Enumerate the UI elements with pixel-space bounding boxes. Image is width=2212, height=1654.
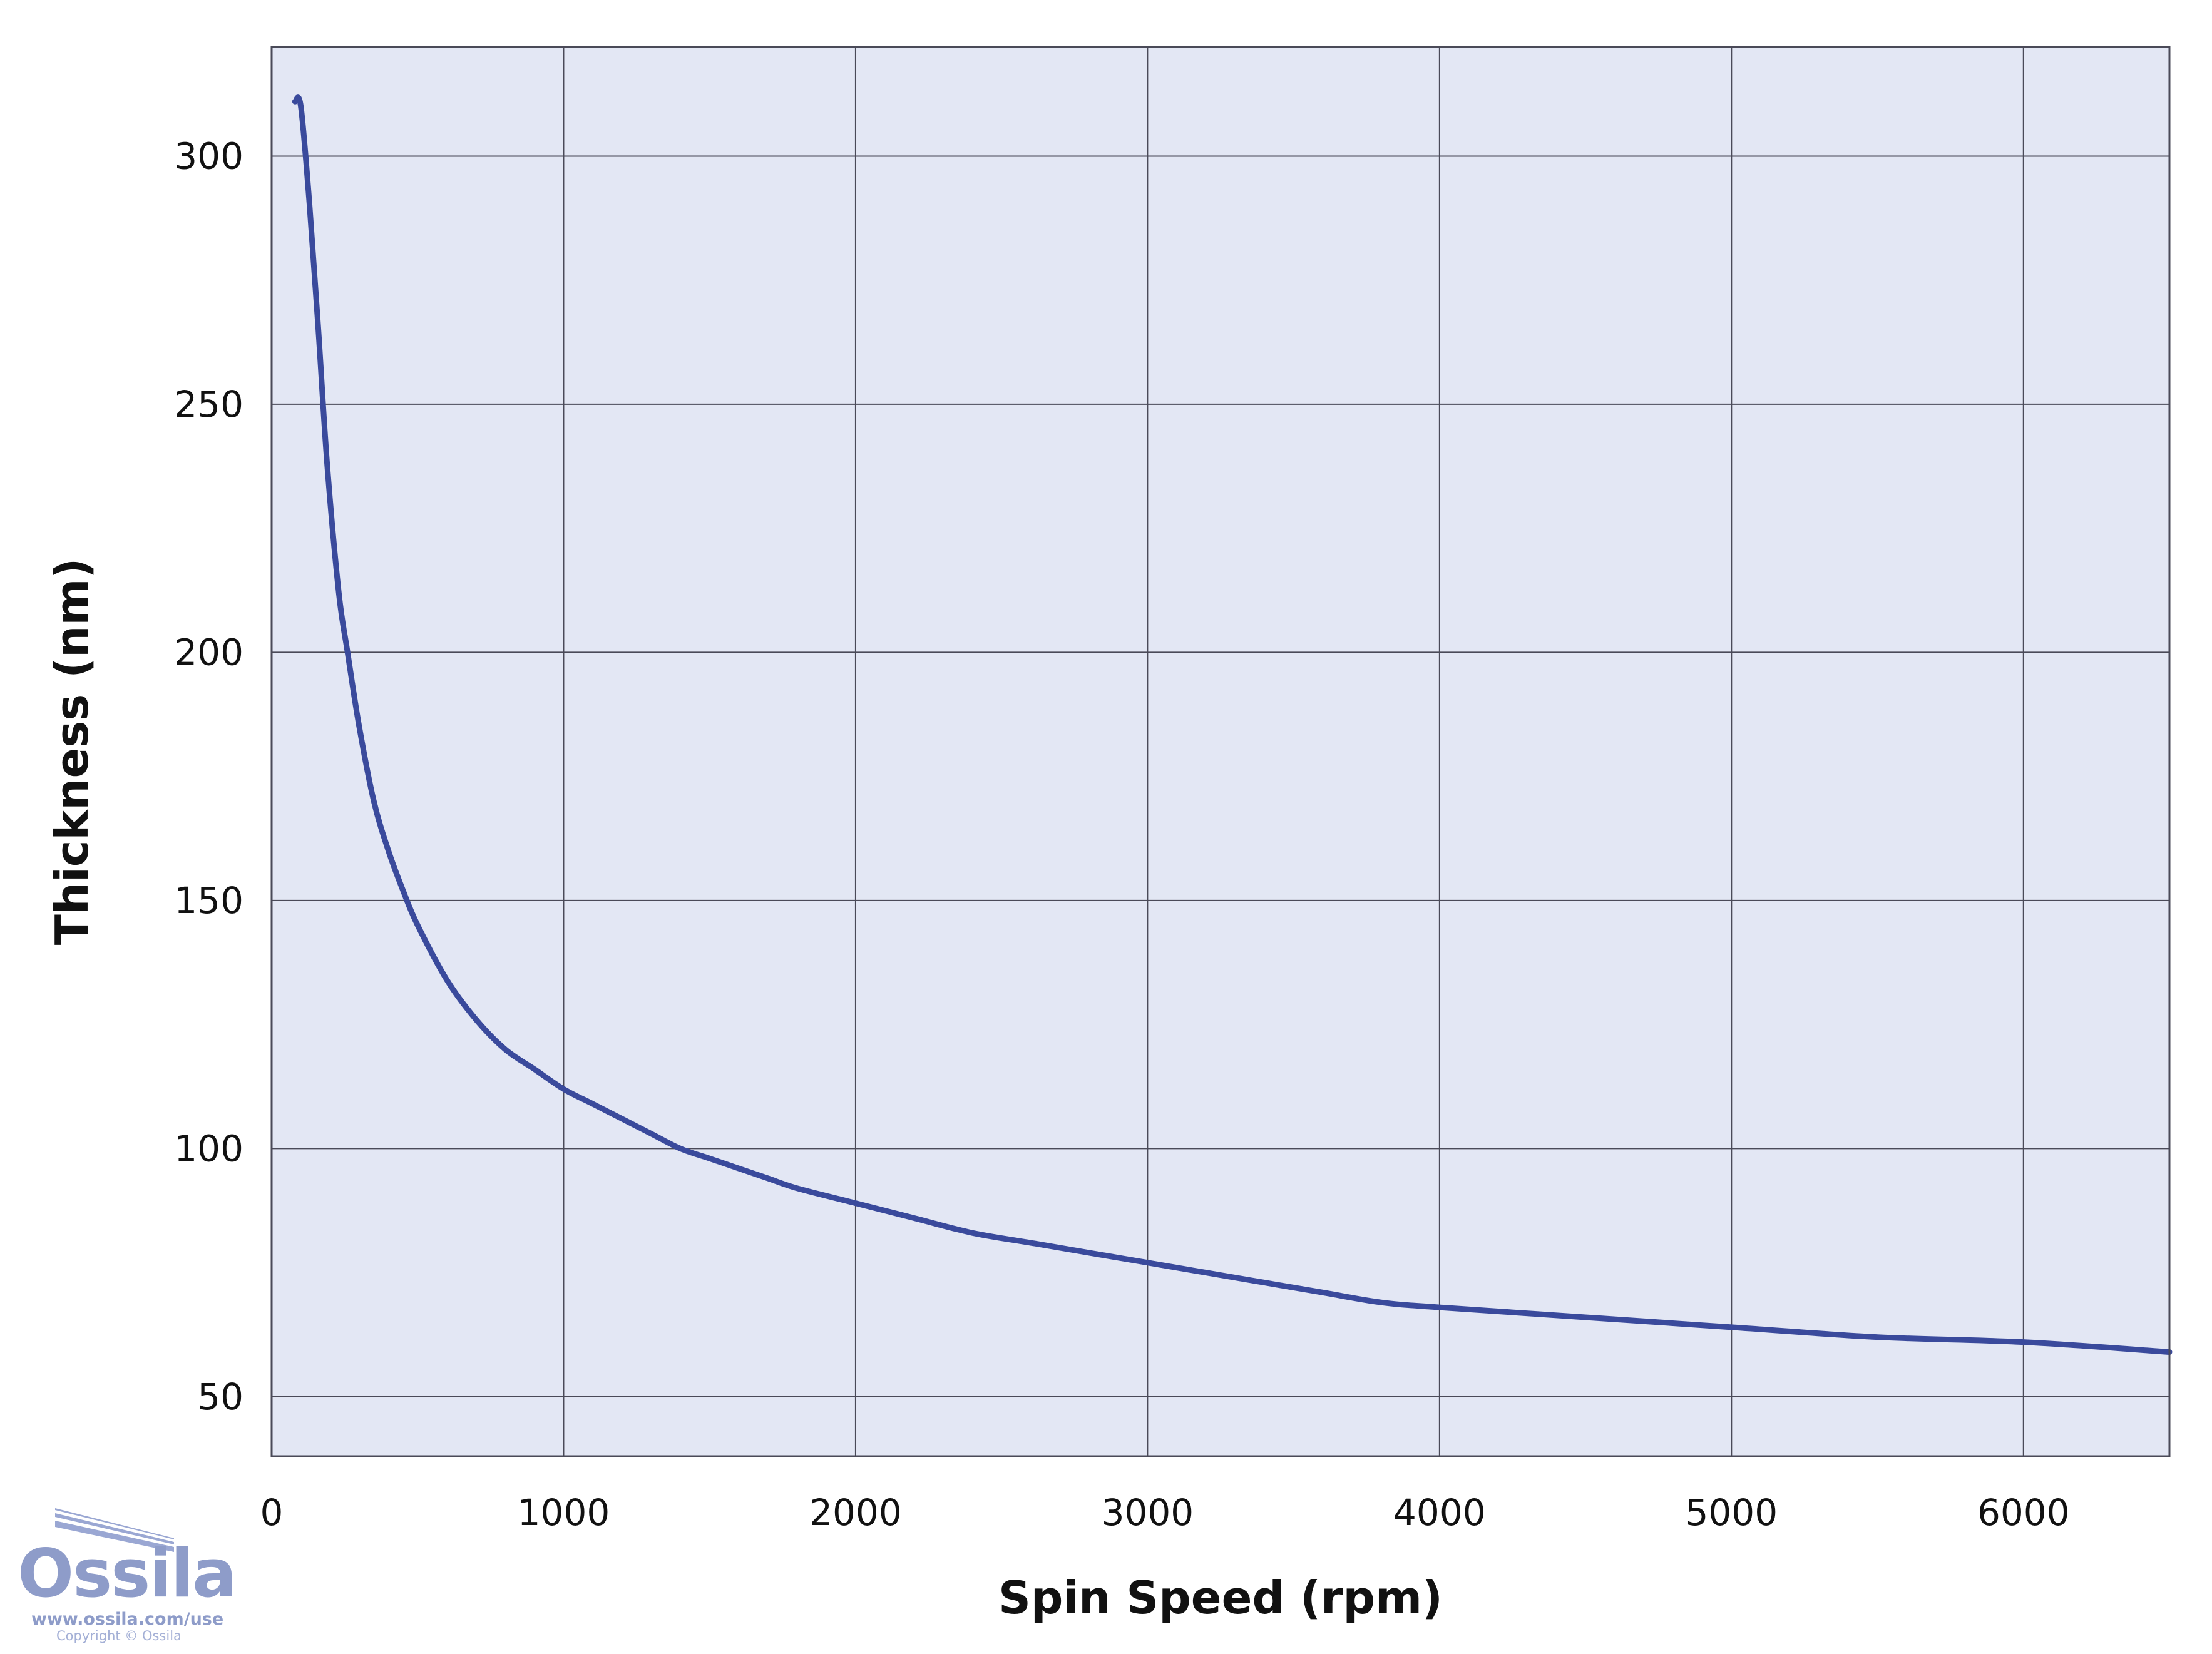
- x-tick-label: 4000: [1393, 1491, 1486, 1534]
- logo-wing-icon: [55, 1508, 174, 1552]
- x-tick-label: 6000: [1977, 1491, 2070, 1534]
- ossila-logo: Ossila www.ossila.com/use Copyright © Os…: [18, 1508, 237, 1646]
- y-tick-label: 150: [174, 879, 243, 922]
- x-tick-label: 5000: [1686, 1491, 1778, 1534]
- y-tick-label: 300: [174, 135, 243, 177]
- plot-frame: [270, 46, 2171, 1457]
- series-line: [292, 94, 2173, 1355]
- logo-wordmark: Ossila: [18, 1535, 237, 1612]
- x-tick-label: 3000: [1102, 1491, 1194, 1534]
- y-tick-label: 50: [197, 1376, 243, 1418]
- x-tick-labels: 0 1000 2000 3000 4000 5000 6000: [260, 1491, 2070, 1534]
- x-tick-label: 0: [260, 1491, 284, 1534]
- y-axis-title: Thickness (nm): [46, 558, 98, 946]
- x-tick-label: 1000: [518, 1491, 610, 1534]
- series-group: [292, 94, 2173, 1355]
- logo-url: www.ossila.com/use: [31, 1610, 224, 1629]
- x-axis-title: Spin Speed (rpm): [998, 1571, 1443, 1624]
- y-tick-label: 250: [174, 383, 243, 426]
- y-tick-label: 200: [174, 631, 243, 673]
- x-tick-label: 2000: [809, 1491, 902, 1534]
- y-tick-labels: 50 100 150 200 250 300: [174, 135, 243, 1417]
- plot-area: [272, 47, 2169, 1456]
- grid-lines: [272, 47, 2169, 1456]
- logo-copyright: Copyright © Ossila: [56, 1628, 182, 1643]
- y-tick-label: 100: [174, 1127, 243, 1170]
